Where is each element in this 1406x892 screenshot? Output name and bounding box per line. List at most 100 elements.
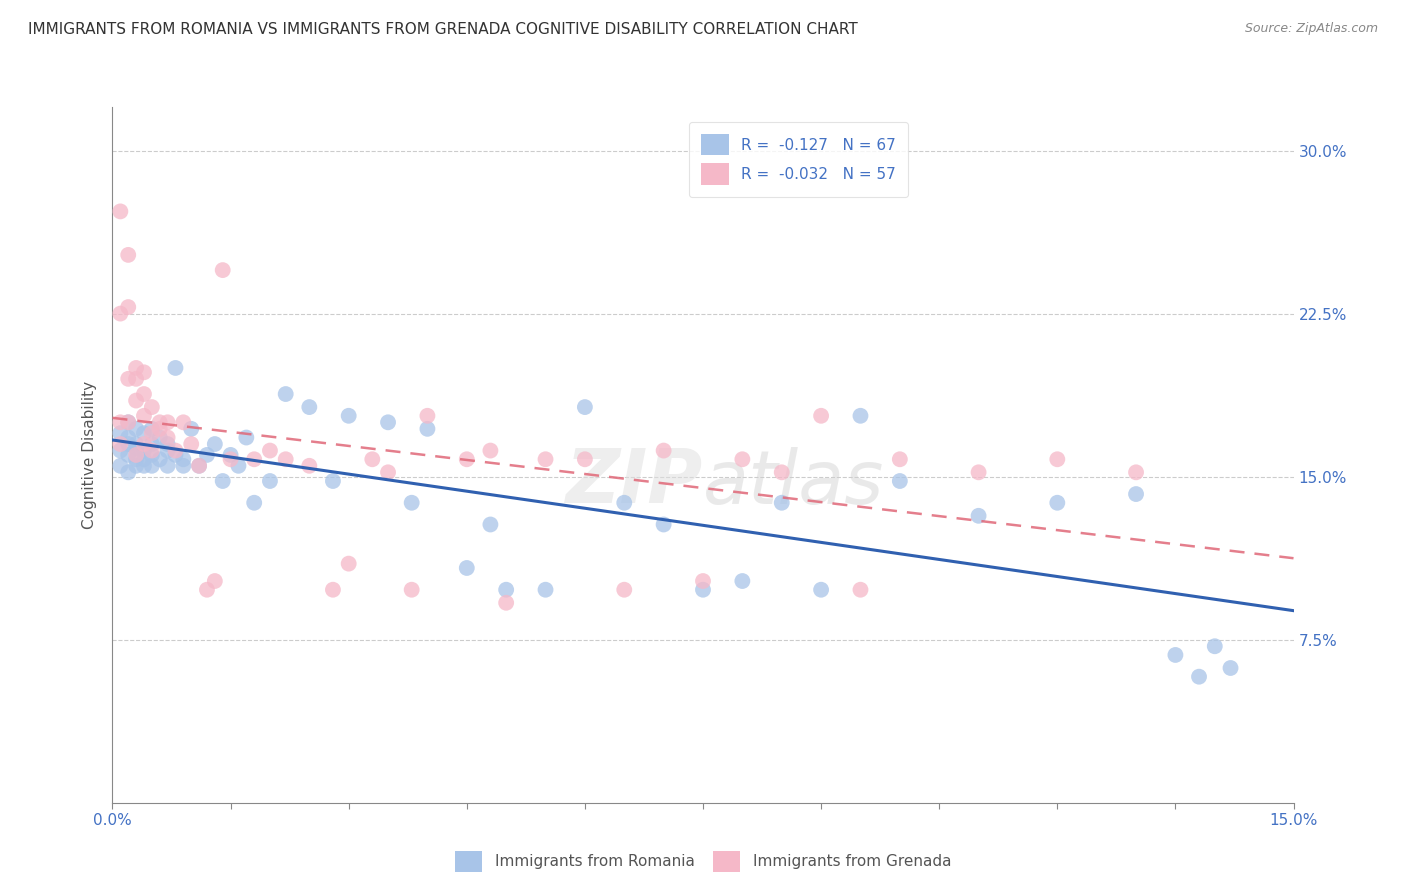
- Point: [298, 458, 321, 473]
- Point: [1219, 661, 1241, 675]
- Point: [495, 596, 517, 610]
- Point: [274, 387, 297, 401]
- Point: [188, 458, 211, 473]
- Point: [243, 496, 266, 510]
- Point: [141, 437, 163, 451]
- Point: [652, 443, 675, 458]
- Point: [125, 452, 148, 467]
- Point: [110, 307, 132, 321]
- Point: [322, 474, 344, 488]
- Point: [204, 574, 226, 588]
- Point: [125, 393, 148, 408]
- Point: [172, 415, 194, 429]
- Point: [141, 400, 163, 414]
- Point: [110, 415, 132, 429]
- Point: [652, 517, 675, 532]
- Point: [110, 458, 132, 473]
- Point: [132, 426, 155, 441]
- Legend: Immigrants from Romania, Immigrants from Grenada: Immigrants from Romania, Immigrants from…: [447, 843, 959, 880]
- Point: [889, 474, 911, 488]
- Point: [219, 452, 242, 467]
- Point: [479, 443, 502, 458]
- Point: [613, 496, 636, 510]
- Point: [692, 582, 714, 597]
- Point: [1046, 496, 1069, 510]
- Point: [574, 400, 596, 414]
- Point: [967, 466, 990, 480]
- Point: [172, 452, 194, 467]
- Point: [416, 409, 439, 423]
- Point: [132, 458, 155, 473]
- Point: [141, 422, 163, 436]
- Point: [337, 557, 360, 571]
- Point: [495, 582, 517, 597]
- Point: [967, 508, 990, 523]
- Point: [1125, 487, 1147, 501]
- Point: [377, 466, 399, 480]
- Point: [810, 582, 832, 597]
- Point: [156, 437, 179, 451]
- Point: [117, 437, 139, 451]
- Point: [1204, 639, 1226, 653]
- Legend: R =  -0.127   N = 67, R =  -0.032   N = 57: R = -0.127 N = 67, R = -0.032 N = 57: [689, 121, 908, 197]
- Point: [117, 372, 139, 386]
- Point: [117, 431, 139, 445]
- Point: [211, 263, 233, 277]
- Point: [156, 415, 179, 429]
- Point: [259, 443, 281, 458]
- Point: [534, 452, 557, 467]
- Point: [156, 431, 179, 445]
- Point: [149, 422, 172, 436]
- Point: [243, 452, 266, 467]
- Point: [692, 574, 714, 588]
- Point: [731, 452, 754, 467]
- Point: [132, 365, 155, 379]
- Point: [141, 443, 163, 458]
- Point: [298, 400, 321, 414]
- Point: [377, 415, 399, 429]
- Point: [401, 582, 423, 597]
- Point: [165, 448, 187, 462]
- Point: [259, 474, 281, 488]
- Point: [180, 422, 202, 436]
- Point: [613, 582, 636, 597]
- Point: [810, 409, 832, 423]
- Text: ZIP: ZIP: [565, 446, 703, 519]
- Point: [219, 448, 242, 462]
- Point: [156, 443, 179, 458]
- Point: [361, 452, 384, 467]
- Point: [1046, 452, 1069, 467]
- Point: [770, 496, 793, 510]
- Point: [141, 426, 163, 441]
- Text: atlas: atlas: [703, 447, 884, 519]
- Point: [125, 448, 148, 462]
- Point: [132, 387, 155, 401]
- Point: [574, 452, 596, 467]
- Point: [132, 409, 155, 423]
- Point: [188, 458, 211, 473]
- Point: [165, 443, 187, 458]
- Y-axis label: Cognitive Disability: Cognitive Disability: [82, 381, 97, 529]
- Point: [149, 452, 172, 467]
- Point: [1188, 670, 1211, 684]
- Point: [117, 415, 139, 429]
- Point: [172, 458, 194, 473]
- Point: [132, 437, 155, 451]
- Point: [125, 437, 148, 451]
- Point: [125, 360, 148, 375]
- Point: [110, 204, 132, 219]
- Point: [1164, 648, 1187, 662]
- Point: [204, 437, 226, 451]
- Point: [456, 452, 478, 467]
- Point: [141, 458, 163, 473]
- Point: [149, 415, 172, 429]
- Point: [110, 426, 132, 441]
- Point: [117, 248, 139, 262]
- Point: [274, 452, 297, 467]
- Point: [849, 582, 872, 597]
- Point: [180, 437, 202, 451]
- Text: IMMIGRANTS FROM ROMANIA VS IMMIGRANTS FROM GRENADA COGNITIVE DISABILITY CORRELAT: IMMIGRANTS FROM ROMANIA VS IMMIGRANTS FR…: [28, 22, 858, 37]
- Point: [141, 448, 163, 462]
- Point: [165, 360, 187, 375]
- Point: [770, 466, 793, 480]
